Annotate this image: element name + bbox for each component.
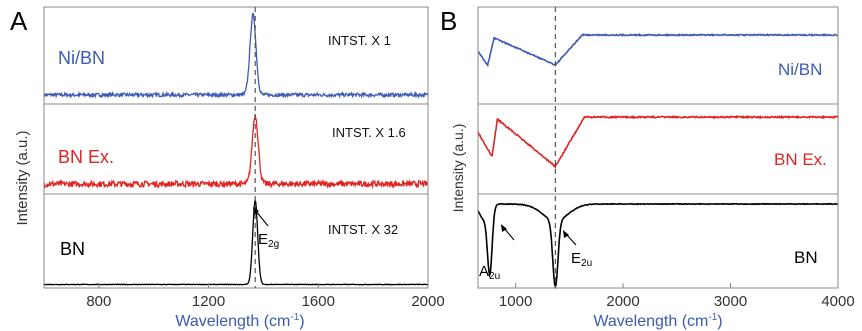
series-label-0: Ni/BN <box>778 60 822 79</box>
panel-a-xlabel: Wavelength (cm-1) <box>175 312 304 330</box>
intensity-label-0: INTST. X 1 <box>328 33 391 48</box>
x-tick-label: 1200 <box>192 293 225 310</box>
a2u-label: A2u <box>479 263 500 282</box>
a2u-arrow-head <box>501 224 507 232</box>
x-tick-label: 800 <box>86 293 111 310</box>
plot-border <box>43 6 429 289</box>
series-line-1 <box>477 114 839 170</box>
series-line-0 <box>43 12 429 100</box>
panel-b-x-ticks: 1000 2000 3000 4000 <box>499 283 855 310</box>
series-label-2: BN <box>794 248 818 267</box>
panel-a: A Intensity (a.u.) 800 1200 1600 2000 Ni/BN… <box>10 6 445 330</box>
a2u-arrow <box>503 227 515 241</box>
x-tick-label: 2000 <box>606 293 639 310</box>
panel-a-label: A <box>10 6 28 36</box>
series-line-2 <box>43 197 429 286</box>
e2u-arrow-head <box>563 230 569 238</box>
panel-b-series-labels: Ni/BN BN Ex. BN <box>774 60 827 267</box>
panel-b-annotations: A2u E2u <box>479 224 592 282</box>
panel-a-intensity-labels: INTST. X 1 INTST. X 1.6 INTST. X 32 <box>328 33 406 237</box>
panel-a-e2g-annotation: E2g <box>253 207 279 250</box>
series-line-1 <box>43 114 429 190</box>
panel-b-frame <box>477 6 839 289</box>
x-tick-label: 2000 <box>411 293 444 310</box>
panel-b-series <box>477 32 839 290</box>
intensity-label-2: INTST. X 32 <box>328 222 398 237</box>
panel-a-frame <box>43 6 429 289</box>
intensity-label-1: INTST. X 1.6 <box>332 125 406 140</box>
series-label-1: BN Ex. <box>58 147 114 167</box>
panel-b-xlabel: Wavelength (cm-1) <box>593 312 722 330</box>
panel-b-ylabel: Intensity (a.u.) <box>450 124 466 213</box>
e2g-arrow <box>255 210 269 227</box>
e2u-arrow <box>565 233 577 246</box>
panel-a-x-ticks: 800 1200 1600 2000 <box>86 283 445 310</box>
series-line-2 <box>477 202 838 290</box>
e2g-label: E2g <box>258 231 279 250</box>
x-tick-label: 4000 <box>821 293 854 310</box>
panel-a-ylabel: Intensity (a.u.) <box>14 130 31 225</box>
series-label-1: BN Ex. <box>774 150 827 169</box>
x-tick-label: 1600 <box>302 293 335 310</box>
x-tick-label: 1000 <box>499 293 532 310</box>
panel-b-label: B <box>440 6 457 36</box>
series-line-0 <box>477 32 839 67</box>
series-label-0: Ni/BN <box>58 48 105 68</box>
plot-border <box>477 6 839 289</box>
panel-a-series <box>43 12 429 286</box>
e2u-label: E2u <box>571 250 592 269</box>
e2g-arrow-head <box>253 207 259 215</box>
panel-b: B Intensity (a.u.) 1000 2000 3000 4000 Ni/B… <box>440 6 855 330</box>
series-label-2: BN <box>60 239 85 259</box>
x-tick-label: 3000 <box>714 293 747 310</box>
panel-a-series-labels: Ni/BN BN Ex. BN <box>58 48 114 259</box>
